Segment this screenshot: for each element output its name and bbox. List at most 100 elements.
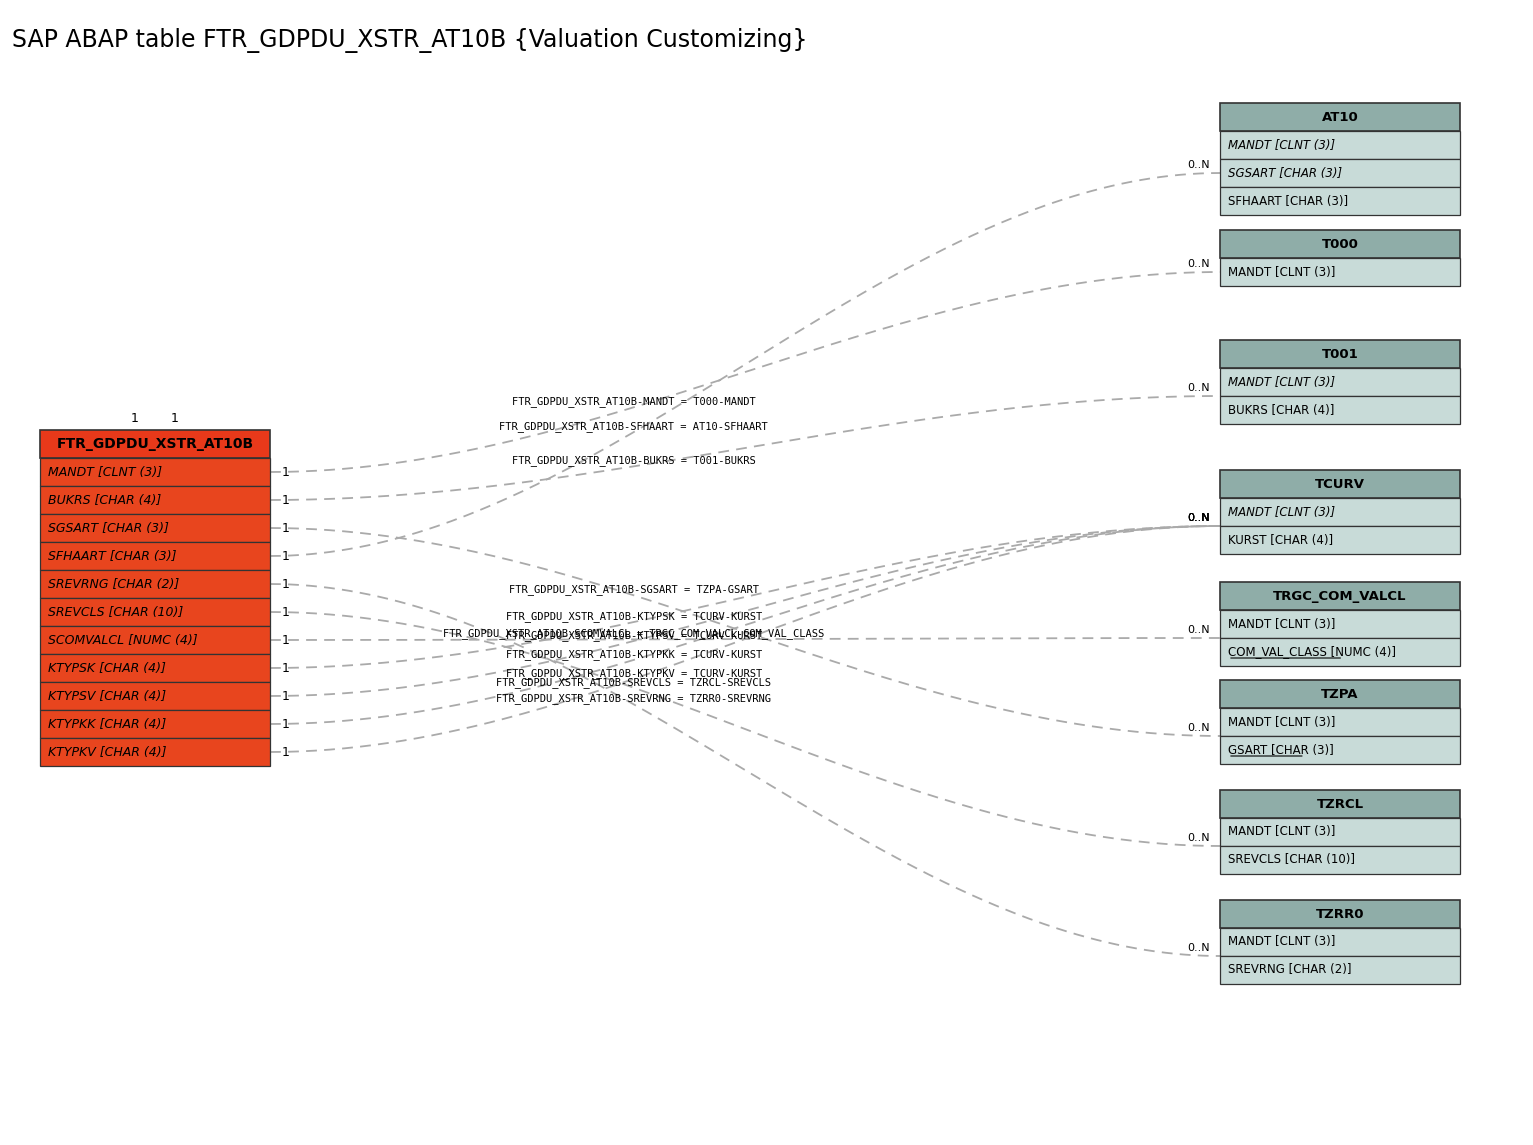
Bar — [1220, 582, 1459, 610]
Text: FTR_GDPDU_XSTR_AT10B-BUKRS = T001-BUKRS: FTR_GDPDU_XSTR_AT10B-BUKRS = T001-BUKRS — [512, 456, 756, 466]
Text: MANDT [CLNT (3)]: MANDT [CLNT (3)] — [1228, 139, 1335, 151]
Text: 1: 1 — [282, 689, 290, 703]
Text: KTYPKK [CHAR (4)]: KTYPKK [CHAR (4)] — [48, 718, 166, 731]
Text: 1: 1 — [282, 550, 290, 562]
Text: FTR_GDPDU_XSTR_AT10B-SCOMVALCL = TRGC_COM_VALCL-COM_VAL_CLASS: FTR_GDPDU_XSTR_AT10B-SCOMVALCL = TRGC_CO… — [443, 629, 825, 639]
Bar — [1220, 526, 1459, 554]
Text: COM_VAL_CLASS [NUMC (4)]: COM_VAL_CLASS [NUMC (4)] — [1228, 646, 1397, 658]
Bar — [40, 682, 270, 710]
Text: 0..N: 0..N — [1188, 722, 1210, 733]
Bar — [40, 570, 270, 598]
Bar — [40, 485, 270, 514]
Text: 1: 1 — [282, 606, 290, 618]
Text: 1: 1 — [172, 411, 179, 425]
Bar — [40, 542, 270, 570]
Bar — [1220, 469, 1459, 498]
Bar — [1220, 131, 1459, 159]
Text: FTR_GDPDU_XSTR_AT10B-SGSART = TZPA-GSART: FTR_GDPDU_XSTR_AT10B-SGSART = TZPA-GSART — [509, 584, 759, 595]
Text: TCURV: TCURV — [1315, 477, 1364, 490]
Text: BUKRS [CHAR (4)]: BUKRS [CHAR (4)] — [1228, 403, 1334, 417]
Text: MANDT [CLNT (3)]: MANDT [CLNT (3)] — [1228, 935, 1335, 948]
Text: FTR_GDPDU_XSTR_AT10B-MANDT = T000-MANDT: FTR_GDPDU_XSTR_AT10B-MANDT = T000-MANDT — [512, 396, 756, 408]
Text: 1: 1 — [282, 466, 290, 479]
Text: FTR_GDPDU_XSTR_AT10B-SREVRNG = TZRR0-SREVRNG: FTR_GDPDU_XSTR_AT10B-SREVRNG = TZRR0-SRE… — [497, 694, 771, 704]
Text: 1: 1 — [130, 411, 140, 425]
Bar — [1220, 638, 1459, 666]
Text: MANDT [CLNT (3)]: MANDT [CLNT (3)] — [1228, 617, 1335, 631]
Text: MANDT [CLNT (3)]: MANDT [CLNT (3)] — [1228, 716, 1335, 728]
Text: 1: 1 — [282, 577, 290, 591]
Bar — [1220, 846, 1459, 874]
Text: 1: 1 — [282, 718, 290, 731]
Bar — [1220, 103, 1459, 131]
Bar — [40, 598, 270, 626]
Text: SFHAART [CHAR (3)]: SFHAART [CHAR (3)] — [1228, 195, 1348, 207]
Bar — [1220, 927, 1459, 956]
Text: MANDT [CLNT (3)]: MANDT [CLNT (3)] — [1228, 826, 1335, 838]
Text: TZRR0: TZRR0 — [1315, 908, 1364, 921]
Text: SREVRNG [CHAR (2)]: SREVRNG [CHAR (2)] — [48, 577, 179, 591]
Bar — [1220, 368, 1459, 396]
Bar — [1220, 396, 1459, 424]
Bar — [1220, 900, 1459, 927]
Bar — [1220, 680, 1459, 708]
Bar — [1220, 708, 1459, 736]
Text: KTYPKV [CHAR (4)]: KTYPKV [CHAR (4)] — [48, 745, 167, 758]
Text: 0..N: 0..N — [1188, 513, 1210, 523]
Bar — [1220, 159, 1459, 187]
Text: MANDT [CLNT (3)]: MANDT [CLNT (3)] — [48, 466, 162, 479]
Bar — [40, 514, 270, 542]
Text: SAP ABAP table FTR_GDPDU_XSTR_AT10B {Valuation Customizing}: SAP ABAP table FTR_GDPDU_XSTR_AT10B {Val… — [12, 27, 808, 53]
Text: FTR_GDPDU_XSTR_AT10B-KTYPSV = TCURV-KURST: FTR_GDPDU_XSTR_AT10B-KTYPSV = TCURV-KURS… — [506, 630, 762, 641]
Bar — [1220, 258, 1459, 286]
Bar — [1220, 818, 1459, 846]
Text: AT10: AT10 — [1321, 111, 1358, 124]
Text: SGSART [CHAR (3)]: SGSART [CHAR (3)] — [48, 521, 169, 535]
Text: T001: T001 — [1321, 347, 1358, 361]
Text: 0..N: 0..N — [1188, 943, 1210, 953]
Text: 1: 1 — [282, 745, 290, 758]
Bar — [40, 626, 270, 654]
Text: 1: 1 — [282, 633, 290, 647]
Bar — [1220, 956, 1459, 984]
Text: FTR_GDPDU_XSTR_AT10B-SREVCLS = TZRCL-SREVCLS: FTR_GDPDU_XSTR_AT10B-SREVCLS = TZRCL-SRE… — [497, 677, 771, 688]
Text: SCOMVALCL [NUMC (4)]: SCOMVALCL [NUMC (4)] — [48, 633, 198, 647]
Text: 0..N: 0..N — [1188, 625, 1210, 635]
Text: FTR_GDPDU_XSTR_AT10B-KTYPKV = TCURV-KURST: FTR_GDPDU_XSTR_AT10B-KTYPKV = TCURV-KURS… — [506, 668, 762, 679]
Text: 0..N: 0..N — [1188, 382, 1210, 393]
Text: TZPA: TZPA — [1321, 687, 1358, 701]
Text: SREVCLS [CHAR (10)]: SREVCLS [CHAR (10)] — [1228, 853, 1355, 867]
Text: MANDT [CLNT (3)]: MANDT [CLNT (3)] — [1228, 376, 1335, 388]
Text: 0..N: 0..N — [1188, 834, 1210, 843]
Text: BUKRS [CHAR (4)]: BUKRS [CHAR (4)] — [48, 493, 161, 506]
Text: 1: 1 — [282, 521, 290, 535]
Text: SREVRNG [CHAR (2)]: SREVRNG [CHAR (2)] — [1228, 963, 1352, 977]
Text: 0..N: 0..N — [1188, 513, 1210, 523]
Text: FTR_GDPDU_XSTR_AT10B-KTYPKK = TCURV-KURST: FTR_GDPDU_XSTR_AT10B-KTYPKK = TCURV-KURS… — [506, 649, 762, 660]
Bar — [40, 710, 270, 739]
Text: MANDT [CLNT (3)]: MANDT [CLNT (3)] — [1228, 266, 1335, 278]
Text: MANDT [CLNT (3)]: MANDT [CLNT (3)] — [1228, 505, 1335, 519]
Text: FTR_GDPDU_XSTR_AT10B: FTR_GDPDU_XSTR_AT10B — [57, 437, 253, 451]
Text: 1: 1 — [282, 662, 290, 674]
Bar — [1220, 230, 1459, 258]
Text: FTR_GDPDU_XSTR_AT10B-SFHAART = AT10-SFHAART: FTR_GDPDU_XSTR_AT10B-SFHAART = AT10-SFHA… — [500, 421, 768, 432]
Bar — [1220, 187, 1459, 215]
Bar — [40, 431, 270, 458]
Text: 1: 1 — [282, 493, 290, 506]
Bar — [40, 654, 270, 682]
Bar — [1220, 736, 1459, 764]
Text: FTR_GDPDU_XSTR_AT10B-KTYPSK = TCURV-KURST: FTR_GDPDU_XSTR_AT10B-KTYPSK = TCURV-KURS… — [506, 611, 762, 622]
Bar — [40, 739, 270, 766]
Text: KTYPSK [CHAR (4)]: KTYPSK [CHAR (4)] — [48, 662, 166, 674]
Text: 0..N: 0..N — [1188, 513, 1210, 523]
Text: SREVCLS [CHAR (10)]: SREVCLS [CHAR (10)] — [48, 606, 184, 618]
Text: 0..N: 0..N — [1188, 160, 1210, 169]
Text: GSART [CHAR (3)]: GSART [CHAR (3)] — [1228, 743, 1334, 757]
Text: SGSART [CHAR (3)]: SGSART [CHAR (3)] — [1228, 166, 1341, 180]
Text: T000: T000 — [1321, 237, 1358, 251]
Text: 0..N: 0..N — [1188, 259, 1210, 269]
Text: KURST [CHAR (4)]: KURST [CHAR (4)] — [1228, 534, 1334, 546]
Bar — [40, 458, 270, 485]
Bar — [1220, 610, 1459, 638]
